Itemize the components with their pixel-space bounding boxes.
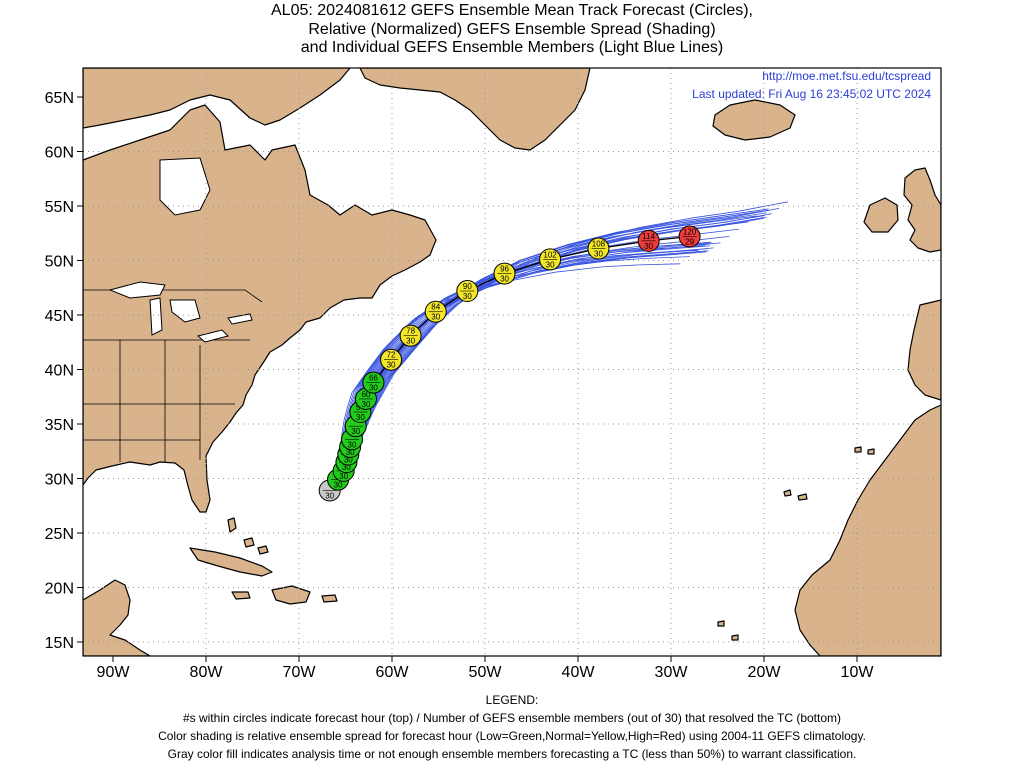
title-line-2: Relative (Normalized) GEFS Ensemble Spre…: [308, 21, 716, 38]
forecast-hour-label: 66: [369, 374, 378, 383]
arctic-islands-land: [83, 68, 351, 129]
legend-heading: LEGEND:: [485, 693, 539, 707]
puerto-rico-land: [321, 594, 338, 603]
lat-tick-label: 15N: [45, 635, 74, 652]
state-borders: [83, 289, 263, 462]
member-count-label: 30: [431, 313, 440, 322]
member-count-label: 30: [406, 337, 415, 346]
lat-lon-grid: [83, 68, 941, 656]
source-url: http://moe.met.fsu.edu/tcspread: [762, 69, 931, 83]
member-count-label: 30: [500, 275, 509, 284]
forecast-hour-label: 78: [406, 327, 415, 336]
lat-tick-label: 30N: [45, 472, 74, 489]
legend-line-2: Color shading is relative ensemble sprea…: [158, 729, 866, 743]
lon-tick-label: 40W: [562, 664, 596, 681]
member-count-label: 30: [387, 361, 396, 370]
forecast-hour-label: 120: [683, 228, 697, 237]
title-line-1: AL05: 2024081612 GEFS Ensemble Mean Trac…: [271, 2, 753, 19]
great-lake: [227, 313, 253, 325]
iceland-land: [712, 99, 796, 141]
lat-tick-label: 55N: [45, 199, 74, 216]
canaries-land: [854, 446, 875, 455]
hudson-bay: [159, 157, 211, 216]
member-count-label: 30: [346, 448, 355, 457]
member-count-label: 30: [644, 242, 653, 251]
lat-tick-label: 60N: [45, 145, 74, 162]
lon-tick-label: 30W: [655, 664, 689, 681]
member-count-label: 30: [342, 463, 351, 472]
cuba-land: [189, 547, 273, 577]
member-count-label: 30: [463, 292, 472, 301]
lon-tick-label: 60W: [376, 664, 410, 681]
lon-tick-label: 90W: [97, 664, 131, 681]
britain-land: [903, 167, 941, 253]
lat-tick-label: 20N: [45, 581, 74, 598]
forecast-hour-label: 102: [543, 250, 557, 259]
great-lake: [108, 281, 166, 299]
lon-tick-label: 10W: [841, 664, 875, 681]
forecast-hour-label: 60: [362, 390, 371, 399]
jamaica-land: [231, 591, 251, 600]
member-count-label: 30: [351, 427, 360, 436]
forecast-circles: 3030303030303030543060306630723078308430…: [318, 225, 701, 502]
hispaniola-land: [271, 585, 311, 605]
iberia-land: [907, 299, 941, 401]
member-count-label: 29: [685, 238, 694, 247]
member-count-label: 30: [362, 400, 371, 409]
legend-line-1: #s within circles indicate forecast hour…: [182, 711, 842, 725]
africa-land: [794, 404, 941, 656]
member-count-label: 30: [348, 440, 357, 449]
lat-tick-label: 45N: [45, 308, 74, 325]
lon-tick-label: 20W: [748, 664, 782, 681]
member-count-label: 30: [334, 481, 343, 490]
last-updated: Last updated: Fri Aug 16 23:45:02 UTC 20…: [692, 87, 931, 101]
forecast-hour-label: 90: [463, 282, 472, 291]
forecast-hour-label: 72: [387, 351, 396, 360]
member-count-label: 30: [339, 472, 348, 481]
forecast-hour-label: 108: [592, 240, 606, 249]
member-count-label: 30: [356, 413, 365, 422]
bahamas-land: [227, 517, 269, 555]
longitude-ticks: 90W 80W 70W 60W 50W 40W 30W 20W 10W: [97, 656, 875, 681]
central-america-land: [83, 579, 151, 656]
great-lake: [149, 297, 163, 336]
lat-tick-label: 35N: [45, 417, 74, 434]
lat-tick-label: 65N: [45, 90, 74, 107]
lat-tick-label: 25N: [45, 526, 74, 543]
forecast-hour-label: 96: [500, 265, 509, 274]
member-count-label: 30: [325, 491, 334, 500]
latitude-ticks: 65N 60N 55N 50N 45N 40N 35N 30N 25N 20N 15N: [45, 90, 83, 652]
azores-land: [783, 489, 808, 501]
greenland-land: [359, 68, 591, 151]
ireland-land: [863, 197, 899, 233]
member-count-label: 30: [546, 260, 555, 269]
lon-tick-label: 70W: [283, 664, 317, 681]
forecast-hour-label: 114: [642, 232, 655, 241]
lat-tick-label: 50N: [45, 254, 74, 271]
member-count-label: 30: [369, 384, 378, 393]
great-lakes: [108, 157, 253, 343]
title-line-3: and Individual GEFS Ensemble Members (Li…: [300, 39, 724, 56]
great-lake: [169, 299, 201, 323]
cape-verde-land: [717, 620, 739, 641]
forecast-hour-label: 84: [431, 303, 440, 312]
map-frame: [82, 67, 942, 657]
lon-tick-label: 80W: [190, 664, 224, 681]
legend-line-3: Gray color fill indicates analysis time …: [167, 747, 857, 761]
lat-tick-label: 40N: [45, 363, 74, 380]
member-count-label: 30: [594, 250, 603, 259]
member-count-label: 30: [344, 456, 353, 465]
lon-tick-label: 50W: [469, 664, 503, 681]
